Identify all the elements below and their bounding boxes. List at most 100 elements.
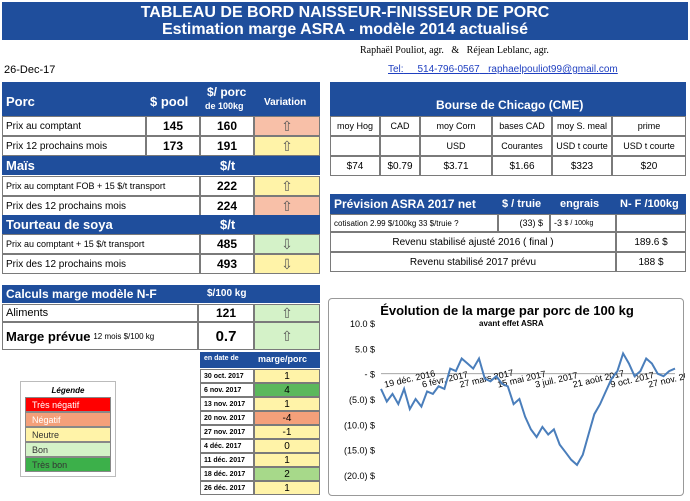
chicago-col-header: moy S. meal xyxy=(552,116,612,136)
title-line2: Estimation marge ASRA - modèle 2014 actu… xyxy=(161,21,529,38)
history-marge: 1 xyxy=(254,369,320,383)
porc-row-value: 160 xyxy=(200,116,254,136)
title-banner: TABLEAU DE BORD NAISSEUR-FINISSEUR DE PO… xyxy=(2,2,688,40)
cotisation-engrais-unit: $ / 100kg xyxy=(564,219,594,227)
history-date: 18 déc. 2017 xyxy=(200,467,254,481)
author-1: Raphaël Pouliot, agr. xyxy=(360,45,444,56)
revenu-2017-value: 188 $ xyxy=(616,252,686,272)
legend-item: Bon xyxy=(25,442,111,457)
revenu-2016-label: Revenu stabilisé ajusté 2016 ( final ) xyxy=(330,232,616,252)
per-porc-header: $/ porc xyxy=(207,85,247,99)
mais-row-label: Prix au comptant FOB + 15 $/t transport xyxy=(2,176,200,196)
history-marge: 4 xyxy=(254,383,320,397)
marge-value: 0.7 xyxy=(198,322,254,350)
porc-row-value: 191 xyxy=(200,136,254,156)
legend-item: Négatif xyxy=(25,412,111,427)
history-date-header: en date de xyxy=(204,355,239,362)
mais-row-arrow-icon: ⇧ xyxy=(254,176,320,196)
author-separator: & xyxy=(451,45,460,56)
prevision-title: Prévision ASRA 2017 net xyxy=(334,197,476,211)
soya-row-arrow-icon: ⇩ xyxy=(254,234,320,254)
aliments-value: 121 xyxy=(198,304,254,322)
history-marge: 1 xyxy=(254,397,320,411)
chicago-col-header: moy Corn xyxy=(420,116,492,136)
porc-row-label: Prix 12 prochains mois xyxy=(2,136,146,156)
history-date: 20 nov. 2017 xyxy=(200,411,254,425)
y-tick-label: (5.0) $ xyxy=(349,395,375,405)
chicago-col-unit: Courantes xyxy=(492,136,552,156)
mais-row-value: 224 xyxy=(200,196,254,216)
chicago-col-value: $323 xyxy=(552,156,612,176)
aliments-arrow-icon: ⇧ xyxy=(254,304,320,322)
legend: Légende Très négatif Négatif Neutre Bon Très… xyxy=(20,381,116,477)
y-tick-label: 10.0 $ xyxy=(350,319,375,329)
y-tick-label: (15.0) $ xyxy=(344,446,375,456)
chicago-col-value: $0.79 xyxy=(380,156,420,176)
chicago-col-unit xyxy=(380,136,420,156)
authors: Raphaël Pouliot, agr. & Réjean Leblanc, … xyxy=(360,45,549,56)
cotisation-engrais: -3 $ / 100kg xyxy=(550,214,616,232)
tel-label: Tel: xyxy=(388,64,404,75)
chicago-col-unit: USD xyxy=(420,136,492,156)
history-date: 26 déc. 2017 xyxy=(200,481,254,495)
history-marge: 2 xyxy=(254,467,320,481)
title-line1: TABLEAU DE BORD NAISSEUR-FINISSEUR DE PO… xyxy=(140,4,550,21)
calculs-unit: $/100 kg xyxy=(207,288,247,299)
mais-title: Maïs xyxy=(6,158,35,173)
prevision-col-nf: N- F /100kg xyxy=(620,198,679,210)
soya-row-arrow-icon: ⇩ xyxy=(254,254,320,274)
chart-plot: 10.0 $ 5.0 $ - $ (5.0) $ (10.0) $ (15.0) $ (20… xyxy=(344,319,685,481)
chicago-col-header: bases CAD xyxy=(492,116,552,136)
mais-header: Maïs $/t xyxy=(2,156,320,175)
porc-row-pool: 173 xyxy=(146,136,200,156)
calculs-title: Calculs marge modèle N-F xyxy=(6,287,157,301)
chicago-col-value: $3.71 xyxy=(420,156,492,176)
email-link[interactable]: raphaelpouliot99@gmail.com xyxy=(488,64,618,75)
chicago-col-value: $20 xyxy=(612,156,686,176)
mais-unit: $/t xyxy=(220,158,236,173)
history-header: en date de marge/porc xyxy=(200,352,320,368)
porc-row-pool: 145 xyxy=(146,116,200,136)
soya-row-value: 493 xyxy=(200,254,254,274)
porc-title: Porc xyxy=(6,94,35,109)
margin-series-line xyxy=(380,350,676,467)
tel-link[interactable]: 514-796-0567 xyxy=(417,64,480,75)
chicago-col-unit xyxy=(330,136,380,156)
marge-title: Marge prévue xyxy=(6,328,91,344)
chicago-col-header: prime xyxy=(612,116,686,136)
soya-header: Tourteau de soya $/t xyxy=(2,215,320,234)
y-tick-label: (20.0) $ xyxy=(344,471,375,481)
chicago-col-unit: USD t courte xyxy=(552,136,612,156)
chicago-col-unit: USD t courte xyxy=(612,136,686,156)
chicago-header: Bourse de Chicago (CME) xyxy=(330,82,686,116)
revenu-2017-label: Revenu stabilisé 2017 prévu xyxy=(330,252,616,272)
legend-item: Très bon xyxy=(25,457,111,472)
chart-title: Évolution de la marge par porc de 100 kg xyxy=(380,303,634,318)
chicago-col-header: moy Hog xyxy=(330,116,380,136)
soya-unit: $/t xyxy=(220,217,236,232)
prevision-header: Prévision ASRA 2017 net $ / truie engrai… xyxy=(330,194,686,214)
cotisation-engrais-value: -3 xyxy=(554,218,563,228)
history-marge-header: marge/porc xyxy=(258,354,308,364)
legend-item: Neutre xyxy=(25,427,111,442)
per-100kg-header: de 100kg xyxy=(205,101,244,111)
calculs-header: Calculs marge modèle N-F $/100 kg xyxy=(2,285,320,303)
porc-row-label: Prix au comptant xyxy=(2,116,146,136)
mais-row-arrow-icon: ⇧ xyxy=(254,196,320,216)
soya-row-label: Prix au comptant + 15 $/t transport xyxy=(2,234,200,254)
history-marge: 1 xyxy=(254,481,320,495)
y-tick-label: - $ xyxy=(364,370,375,380)
porc-row-arrow-icon: ⇧ xyxy=(254,136,320,156)
y-tick-label: 5.0 $ xyxy=(355,344,375,354)
cotisation-value: (33) $ xyxy=(498,214,550,232)
marge-label: Marge prévue 12 mois $/100 kg xyxy=(2,322,198,350)
marge-subtitle: 12 mois $/100 kg xyxy=(93,331,155,341)
porc-header: Porc $ pool $/ porc de 100kg Variation xyxy=(2,82,320,116)
history-date: 27 nov. 2017 xyxy=(200,425,254,439)
chicago-col-header: CAD xyxy=(380,116,420,136)
author-2: Réjean Leblanc, agr. xyxy=(466,45,549,56)
chicago-col-value: $1.66 xyxy=(492,156,552,176)
prevision-col-truie: $ / truie xyxy=(502,198,542,210)
history-marge: 1 xyxy=(254,453,320,467)
soya-row-label: Prix des 12 prochains mois xyxy=(2,254,200,274)
